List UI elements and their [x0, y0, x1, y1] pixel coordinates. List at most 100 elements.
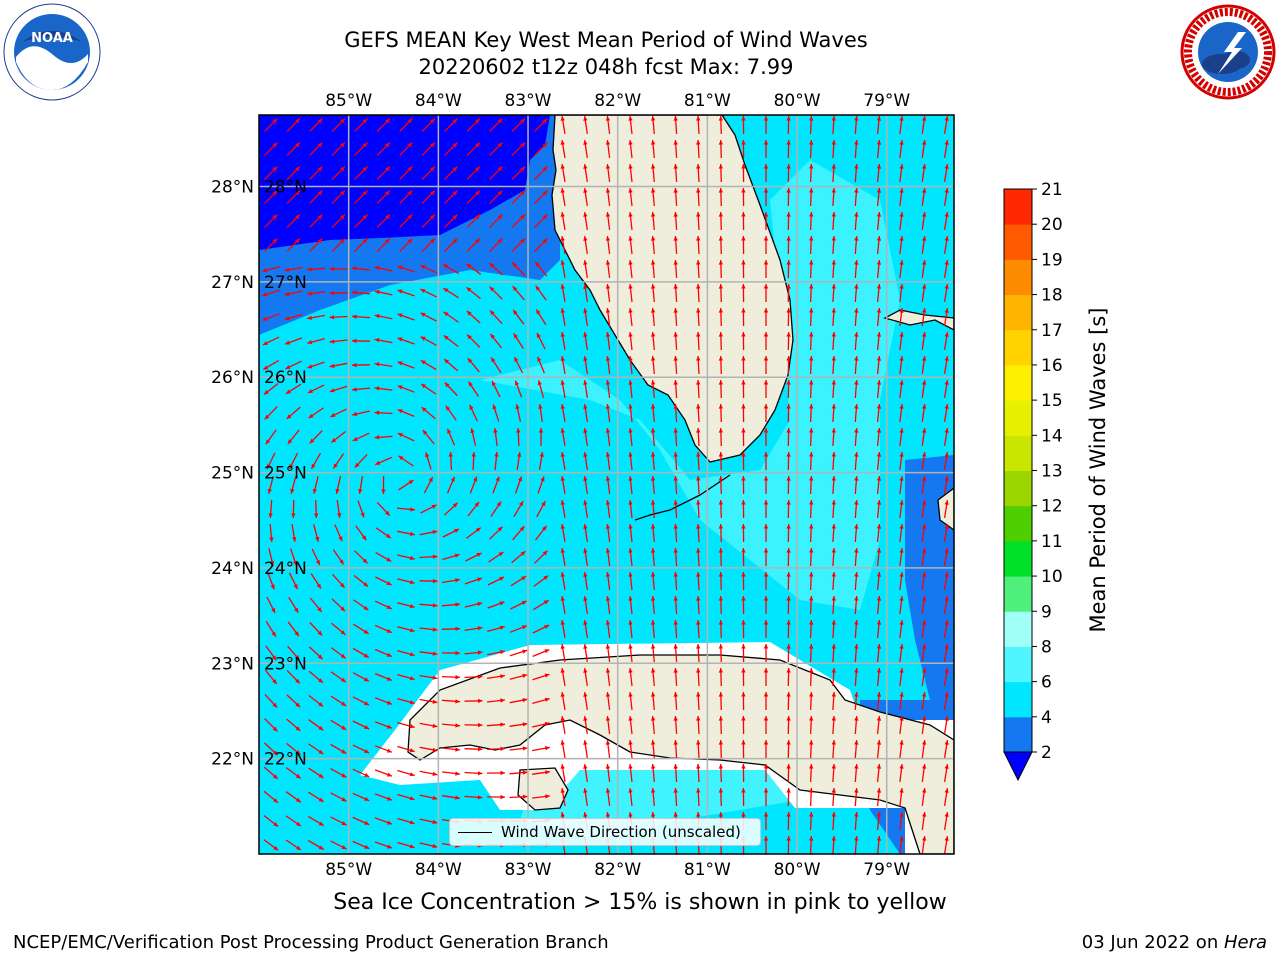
direction-arrow-head — [854, 236, 859, 241]
direction-arrow-head — [605, 740, 611, 745]
direction-arrow-head — [650, 716, 656, 721]
direction-arrow-head — [763, 764, 769, 769]
chart-title: GEFS MEAN Key West Mean Period of Wind W… — [344, 28, 868, 52]
direction-arrow-head — [809, 476, 814, 481]
direction-arrow-head — [650, 356, 656, 361]
direction-arrow-head — [673, 548, 678, 553]
direction-arrow-head — [628, 716, 633, 721]
direction-arrow-head — [397, 409, 403, 414]
direction-arrow-head — [538, 428, 544, 433]
direction-arrow-head — [876, 476, 882, 481]
colorbar-tick-label: 6 — [1041, 673, 1052, 693]
direction-arrow-head — [673, 308, 678, 313]
direction-arrow-head — [786, 188, 791, 193]
direction-arrow-head — [497, 166, 503, 172]
direction-arrow-head — [899, 212, 904, 217]
direction-arrow-head — [495, 476, 500, 482]
direction-arrow-head — [786, 476, 791, 481]
direction-arrow-head — [467, 334, 472, 340]
direction-arrow-head — [295, 774, 301, 779]
direction-arrow-head — [809, 572, 814, 577]
direction-arrow-head — [397, 289, 403, 294]
direction-arrow-head — [583, 116, 588, 121]
lon-tick-label-top: 82°W — [594, 91, 641, 111]
direction-arrow-head — [922, 500, 927, 505]
colorbar-segment — [1004, 540, 1032, 577]
direction-arrow-head — [854, 356, 859, 361]
direction-arrow-head — [809, 452, 814, 457]
direction-arrow-head — [262, 316, 268, 321]
direction-arrow-head — [386, 724, 392, 729]
direction-arrow-head — [477, 626, 483, 631]
direction-arrow-head — [385, 510, 390, 516]
direction-arrow-head — [475, 238, 480, 244]
direction-arrow-head — [628, 260, 633, 265]
direction-arrow-head — [673, 620, 678, 625]
direction-arrow-head — [500, 746, 505, 751]
direction-arrow-head — [650, 284, 656, 289]
direction-arrow-head — [876, 308, 882, 313]
direction-arrow-head — [673, 500, 678, 505]
direction-arrow-head — [650, 140, 656, 145]
direction-arrow-head — [500, 770, 505, 776]
direction-arrow-head — [786, 404, 791, 409]
direction-arrow-head — [497, 526, 503, 532]
direction-arrow-head — [696, 332, 701, 337]
direction-arrow-head — [763, 116, 769, 121]
direction-arrow-head — [944, 308, 949, 313]
direction-arrow-head — [583, 476, 588, 481]
direction-arrow-head — [741, 140, 746, 145]
colorbar-tick-label: 18 — [1041, 286, 1063, 306]
direction-arrow-head — [409, 820, 415, 825]
direction-arrow-head — [944, 332, 949, 337]
direction-arrow-head — [831, 524, 836, 529]
direction-arrow-head — [520, 118, 525, 124]
direction-arrow-head — [560, 548, 565, 553]
direction-arrow-head — [922, 644, 927, 649]
direction-arrow-head — [763, 788, 769, 793]
direction-arrow-head — [409, 580, 415, 585]
direction-arrow-head — [605, 668, 611, 673]
direction-arrow-head — [628, 380, 633, 385]
direction-arrow-head — [522, 770, 528, 775]
direction-arrow-head — [316, 583, 321, 589]
direction-arrow-head — [741, 812, 746, 817]
direction-arrow-head — [922, 596, 927, 601]
direction-arrow-head — [420, 360, 426, 365]
direction-arrow-head — [673, 524, 678, 529]
direction-arrow-head — [385, 118, 390, 124]
direction-arrow-head — [466, 263, 472, 269]
direction-arrow-head — [477, 674, 483, 679]
direction-arrow-head — [876, 212, 882, 217]
direction-arrow-head — [831, 668, 836, 673]
colorbar-tick-label: 2 — [1041, 743, 1052, 763]
direction-arrow-head — [876, 788, 882, 793]
direction-arrow-head — [831, 788, 836, 793]
direction-arrow-head — [272, 166, 278, 172]
direction-arrow-head — [443, 264, 449, 269]
direction-arrow-head — [443, 335, 449, 340]
direction-arrow-head — [295, 118, 300, 124]
direction-arrow-head — [447, 428, 452, 434]
direction-arrow-head — [605, 404, 611, 409]
direction-arrow-head — [673, 740, 678, 745]
direction-arrow-head — [374, 314, 380, 319]
direction-arrow-head — [809, 140, 814, 145]
direction-arrow-head — [718, 236, 723, 241]
direction-arrow-head — [809, 188, 814, 193]
lon-tick-label-bottom: 79°W — [863, 860, 910, 880]
direction-arrow-head — [809, 116, 814, 121]
direction-arrow-head — [650, 548, 656, 553]
direction-arrow-head — [944, 236, 949, 241]
direction-arrow-head — [455, 795, 460, 800]
direction-arrow-head — [522, 746, 528, 751]
direction-arrow-head — [455, 771, 460, 776]
direction-arrow-head — [430, 166, 435, 172]
direction-arrow-head — [628, 644, 633, 649]
direction-arrow-head — [605, 452, 611, 457]
direction-arrow-head — [696, 476, 701, 481]
direction-arrow-head — [273, 822, 279, 827]
direction-arrow-head — [922, 836, 927, 841]
direction-arrow-head — [831, 500, 836, 505]
direction-arrow-head — [786, 500, 791, 505]
